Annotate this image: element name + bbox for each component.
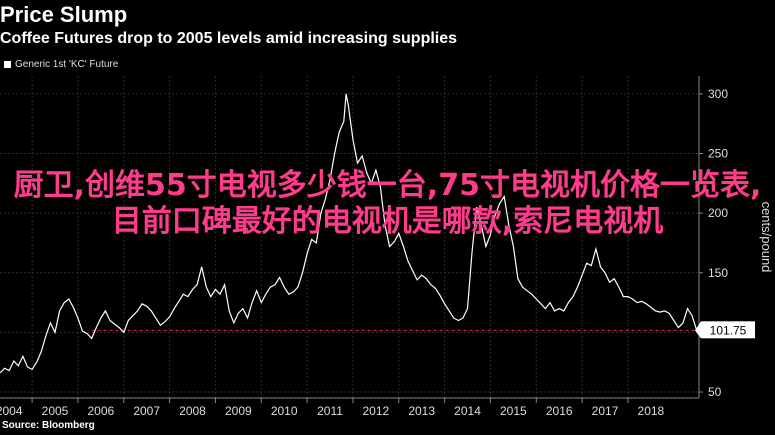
series-line xyxy=(0,93,698,374)
overlay-headline: 厨卫,创维55寸电视多少钱一台,75寸电视机价格一览表,目前口碑最好的电视机是哪… xyxy=(13,168,762,239)
y-tick-label: 50 xyxy=(708,385,722,399)
x-tick-label: 2016 xyxy=(546,404,573,418)
x-tick-label: 2004 xyxy=(0,404,23,418)
x-tick-label: 2014 xyxy=(454,404,481,418)
chart-title: Price Slump xyxy=(0,2,128,27)
chart-subtitle: Coffee Futures drop to 2005 levels amid … xyxy=(0,30,458,47)
y-tick-label: 250 xyxy=(708,147,728,161)
chart-legend: Generic 1st 'KC' Future xyxy=(4,59,118,70)
y-axis-title: cents/pound xyxy=(759,202,774,273)
y-tick-label: 150 xyxy=(708,266,728,280)
x-tick-label: 2011 xyxy=(317,404,343,418)
legend-label: Generic 1st 'KC' Future xyxy=(15,59,119,70)
chart-source: Source: Bloomberg xyxy=(2,420,95,431)
x-tick-label: 2008 xyxy=(179,404,206,418)
x-tick-label: 2013 xyxy=(408,404,435,418)
x-tick-label: 2005 xyxy=(42,404,69,418)
last-value-label: 101.75 xyxy=(710,323,747,337)
x-tick-label: 2017 xyxy=(592,404,619,418)
x-tick-label: 2018 xyxy=(638,404,665,418)
legend-swatch xyxy=(4,61,11,68)
y-tick-label: 300 xyxy=(708,87,728,101)
x-tick-label: 2007 xyxy=(133,404,160,418)
last-value-box xyxy=(701,321,755,339)
y-tick-label: 200 xyxy=(708,206,728,220)
x-tick-label: 2009 xyxy=(225,404,252,418)
x-tick-label: 2010 xyxy=(271,404,298,418)
x-tick-label: 2015 xyxy=(500,404,527,418)
x-tick-label: 2012 xyxy=(363,404,390,418)
x-tick-label: 2006 xyxy=(87,404,114,418)
last-value-pointer xyxy=(695,321,701,339)
